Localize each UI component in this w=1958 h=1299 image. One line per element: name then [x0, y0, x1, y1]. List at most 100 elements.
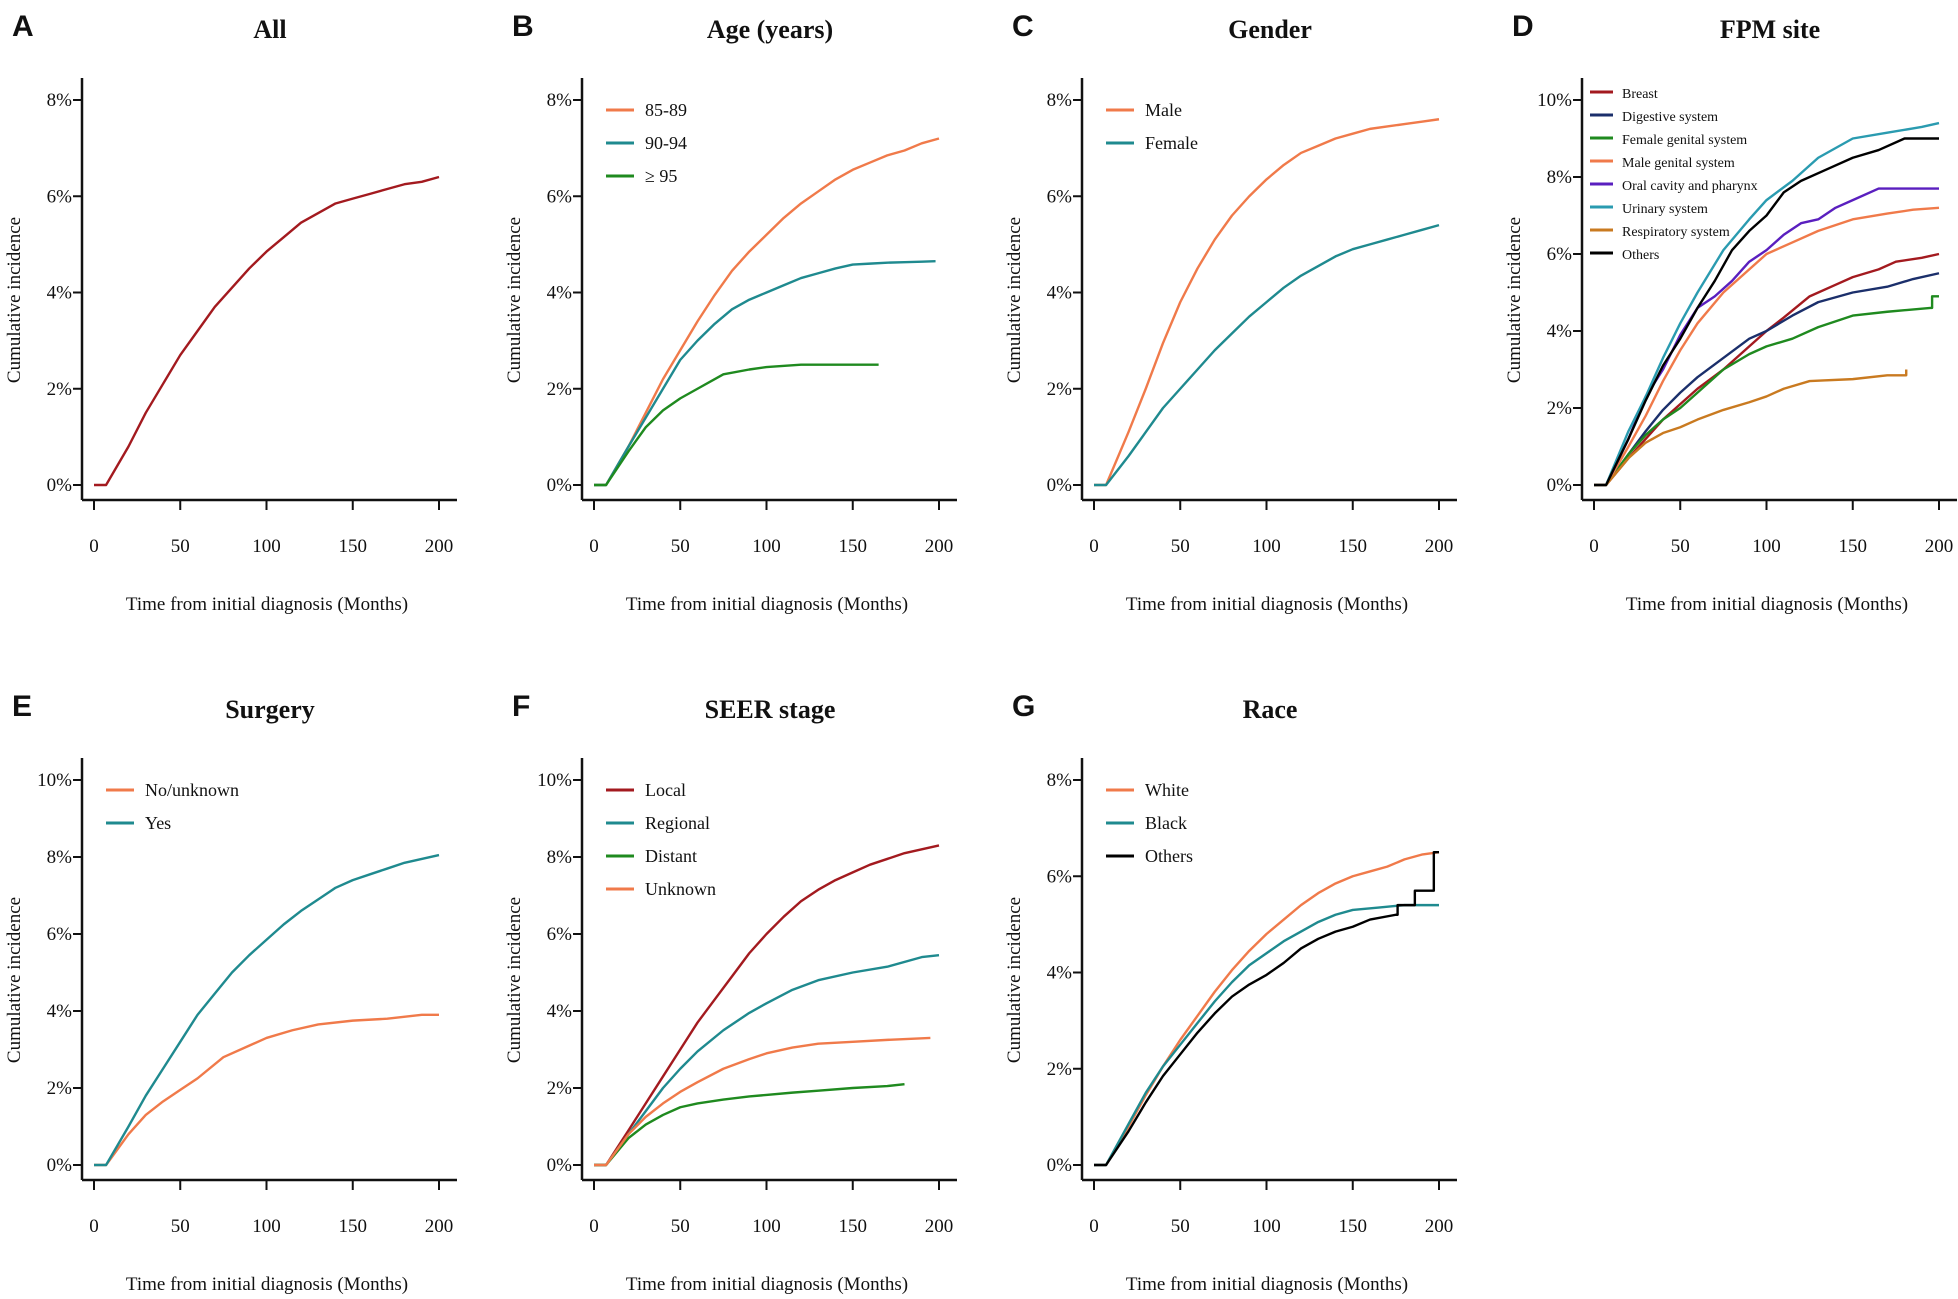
- y-tick-label: 0%: [1547, 475, 1573, 496]
- x-tick-label: 0: [1589, 536, 1599, 557]
- legend-label: Others: [1145, 846, 1193, 866]
- series-line-unknown: [594, 1036, 931, 1167]
- y-tick-label: 8%: [1547, 167, 1573, 188]
- y-tick-label: 4%: [1047, 963, 1073, 984]
- y-tick-label: 6%: [1047, 186, 1073, 207]
- panel-a: A All 0% 2% 4% 6% 8% 0 50 100 150 200 Time from init…: [4, 10, 457, 615]
- y-tick-label: 10%: [37, 770, 72, 791]
- x-tick-label: 150: [1839, 536, 1868, 557]
- x-tick-label: 50: [671, 1216, 690, 1237]
- legend-label: Local: [645, 780, 686, 800]
- y-tick-label: 4%: [547, 1001, 573, 1022]
- panel-g: G Race 0% 2% 4% 6% 8% 0 50 100 150 200 Time from ini…: [1004, 690, 1457, 1295]
- series-line-digestive-system: [1594, 272, 1940, 487]
- x-tick-label: 150: [1339, 1216, 1368, 1237]
- x-axis-label: Time from initial diagnosis (Months): [126, 1274, 408, 1295]
- series-line-female-genital-system: [1594, 295, 1939, 487]
- x-tick-label: 0: [89, 1216, 99, 1237]
- y-tick-label: 6%: [1047, 866, 1073, 887]
- y-tick-label: 8%: [1047, 770, 1073, 791]
- legend-label: 85-89: [645, 100, 687, 120]
- x-axis-label: Time from initial diagnosis (Months): [1626, 594, 1908, 615]
- series-line--95: [594, 363, 879, 487]
- series-line-white: [1094, 850, 1440, 1167]
- legend-label: White: [1145, 780, 1189, 800]
- panel-title: FPM site: [1720, 15, 1820, 44]
- x-tick-label: 200: [425, 536, 454, 557]
- x-tick-label: 100: [252, 536, 281, 557]
- y-axis-label: Cumulative incidence: [4, 217, 25, 383]
- series-line-distant: [594, 1082, 905, 1167]
- series-line-90-94: [594, 260, 936, 487]
- legend-label: Male genital system: [1622, 156, 1735, 171]
- x-tick-label: 0: [589, 536, 599, 557]
- x-tick-label: 0: [1089, 536, 1099, 557]
- y-tick-label: 8%: [547, 90, 573, 111]
- y-tick-label: 2%: [547, 379, 573, 400]
- y-tick-label: 2%: [1047, 379, 1073, 400]
- series-line-female: [1094, 223, 1440, 487]
- y-axis-label: Cumulative incidence: [1004, 897, 1025, 1063]
- legend-label: Yes: [145, 813, 171, 833]
- x-axis-label: Time from initial diagnosis (Months): [1126, 1274, 1408, 1295]
- panel-letter: B: [512, 10, 534, 43]
- series-line-others: [1594, 137, 1939, 487]
- x-tick-label: 150: [839, 536, 868, 557]
- series-line-no-unknown: [94, 1013, 439, 1167]
- x-tick-label: 150: [839, 1216, 868, 1237]
- x-tick-label: 50: [171, 536, 190, 557]
- series-line-male: [1094, 118, 1440, 487]
- series-line-regional: [594, 953, 940, 1167]
- x-tick-label: 0: [1089, 1216, 1099, 1237]
- x-tick-label: 50: [171, 1216, 190, 1237]
- x-tick-label: 100: [1252, 536, 1281, 557]
- legend-label: Others: [1622, 248, 1659, 263]
- y-tick-label: 4%: [1047, 283, 1073, 304]
- y-tick-label: 2%: [1047, 1059, 1073, 1080]
- y-tick-label: 8%: [1047, 90, 1073, 111]
- series-line-breast: [1594, 252, 1940, 487]
- y-tick-label: 4%: [1547, 321, 1573, 342]
- y-tick-label: 0%: [47, 475, 73, 496]
- y-tick-label: 2%: [1547, 398, 1573, 419]
- legend-label: Urinary system: [1622, 202, 1708, 217]
- panel-letter: E: [12, 690, 32, 723]
- x-axis-label: Time from initial diagnosis (Months): [1126, 594, 1408, 615]
- x-tick-label: 150: [1339, 536, 1368, 557]
- panel-title: All: [253, 15, 286, 44]
- series-line-all: [94, 175, 440, 487]
- y-tick-label: 4%: [547, 283, 573, 304]
- panel-e: E Surgery 0% 2% 4% 6% 8% 10% 0 50 100 150 200 Time fr…: [4, 690, 457, 1295]
- y-tick-label: 2%: [547, 1078, 573, 1099]
- legend-label: Digestive system: [1622, 110, 1718, 125]
- legend-label: Distant: [645, 846, 697, 866]
- y-tick-label: 0%: [547, 475, 573, 496]
- panel-b: B Age (years) 0% 2% 4% 6% 8% 0 50 100 150 200 Time f…: [504, 10, 957, 615]
- y-tick-label: 0%: [547, 1155, 573, 1176]
- legend-label: Oral cavity and pharynx: [1622, 179, 1758, 194]
- panel-title: Surgery: [225, 695, 315, 724]
- panel-letter: C: [1012, 10, 1034, 43]
- x-axis-label: Time from initial diagnosis (Months): [626, 594, 908, 615]
- y-tick-label: 6%: [1547, 244, 1573, 265]
- y-axis-label: Cumulative incidence: [1004, 217, 1025, 383]
- x-tick-label: 100: [752, 1216, 781, 1237]
- legend-label: Female genital system: [1622, 133, 1747, 148]
- legend-label: ≥ 95: [645, 166, 677, 186]
- x-tick-label: 200: [925, 1216, 954, 1237]
- y-axis-label: Cumulative incidence: [1504, 217, 1525, 383]
- panel-letter: G: [1012, 690, 1035, 723]
- x-tick-label: 100: [1252, 1216, 1281, 1237]
- x-axis-label: Time from initial diagnosis (Months): [126, 594, 408, 615]
- y-tick-label: 6%: [547, 924, 573, 945]
- y-tick-label: 8%: [47, 90, 73, 111]
- x-tick-label: 200: [1425, 1216, 1454, 1237]
- y-axis-label: Cumulative incidence: [4, 897, 25, 1063]
- y-tick-label: 8%: [547, 847, 573, 868]
- x-tick-label: 0: [589, 1216, 599, 1237]
- legend-label: 90-94: [645, 133, 687, 153]
- x-tick-label: 200: [1925, 536, 1954, 557]
- x-tick-label: 0: [89, 536, 99, 557]
- series-line-male-genital-system: [1594, 206, 1940, 487]
- panel-c: C Gender 0% 2% 4% 6% 8% 0 50 100 150 200 Time from i…: [1004, 10, 1457, 615]
